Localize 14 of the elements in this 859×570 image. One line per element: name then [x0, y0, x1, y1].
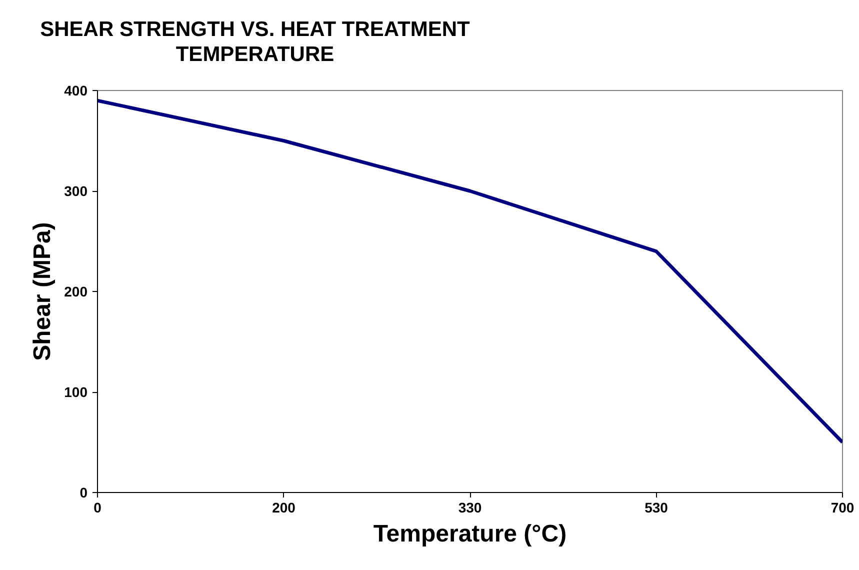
x-tick-label: 0	[94, 500, 102, 516]
x-tick-label: 200	[272, 500, 296, 516]
x-axis-title: Temperature (°C)	[373, 520, 567, 548]
y-tick-label: 300	[64, 183, 88, 199]
x-tick-label: 700	[830, 500, 854, 516]
chart-title: SHEAR STRENGTH VS. HEAT TREATMENT TEMPERATURE	[39, 17, 471, 67]
y-tick-label: 200	[64, 284, 88, 300]
x-tick-label: 530	[644, 500, 668, 516]
line-series	[98, 98, 842, 444]
y-axis-title: Shear (MPa)	[29, 222, 56, 361]
y-tick-label: 0	[80, 484, 88, 500]
y-tick-label: 400	[64, 82, 88, 98]
x-tick-label: 330	[458, 500, 482, 516]
y-tick-label: 100	[64, 384, 88, 400]
